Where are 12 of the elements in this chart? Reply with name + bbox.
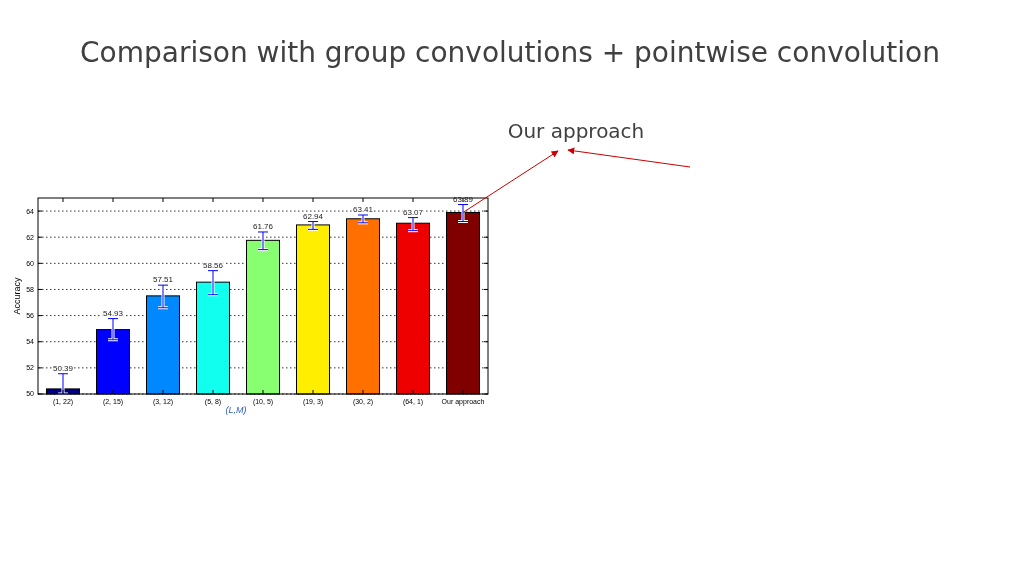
data-label: 57.51 — [152, 275, 174, 285]
chart-title: Comparison with group convolutions + pointwise convolution — [80, 36, 940, 69]
data-label: 62.94 — [302, 211, 324, 221]
data-label: 61.76 — [252, 221, 274, 231]
y-axis-title: Accuracy — [12, 277, 22, 315]
data-label: 63.07 — [402, 207, 424, 217]
data-label: 54.93 — [102, 308, 124, 318]
data-label: 63.41 — [352, 204, 374, 214]
data-label: 58.56 — [202, 260, 224, 270]
x-axis-title: (L,M) — [225, 405, 247, 415]
annotation: Our approach — [507, 119, 645, 143]
data-label: 50.39 — [52, 363, 74, 373]
